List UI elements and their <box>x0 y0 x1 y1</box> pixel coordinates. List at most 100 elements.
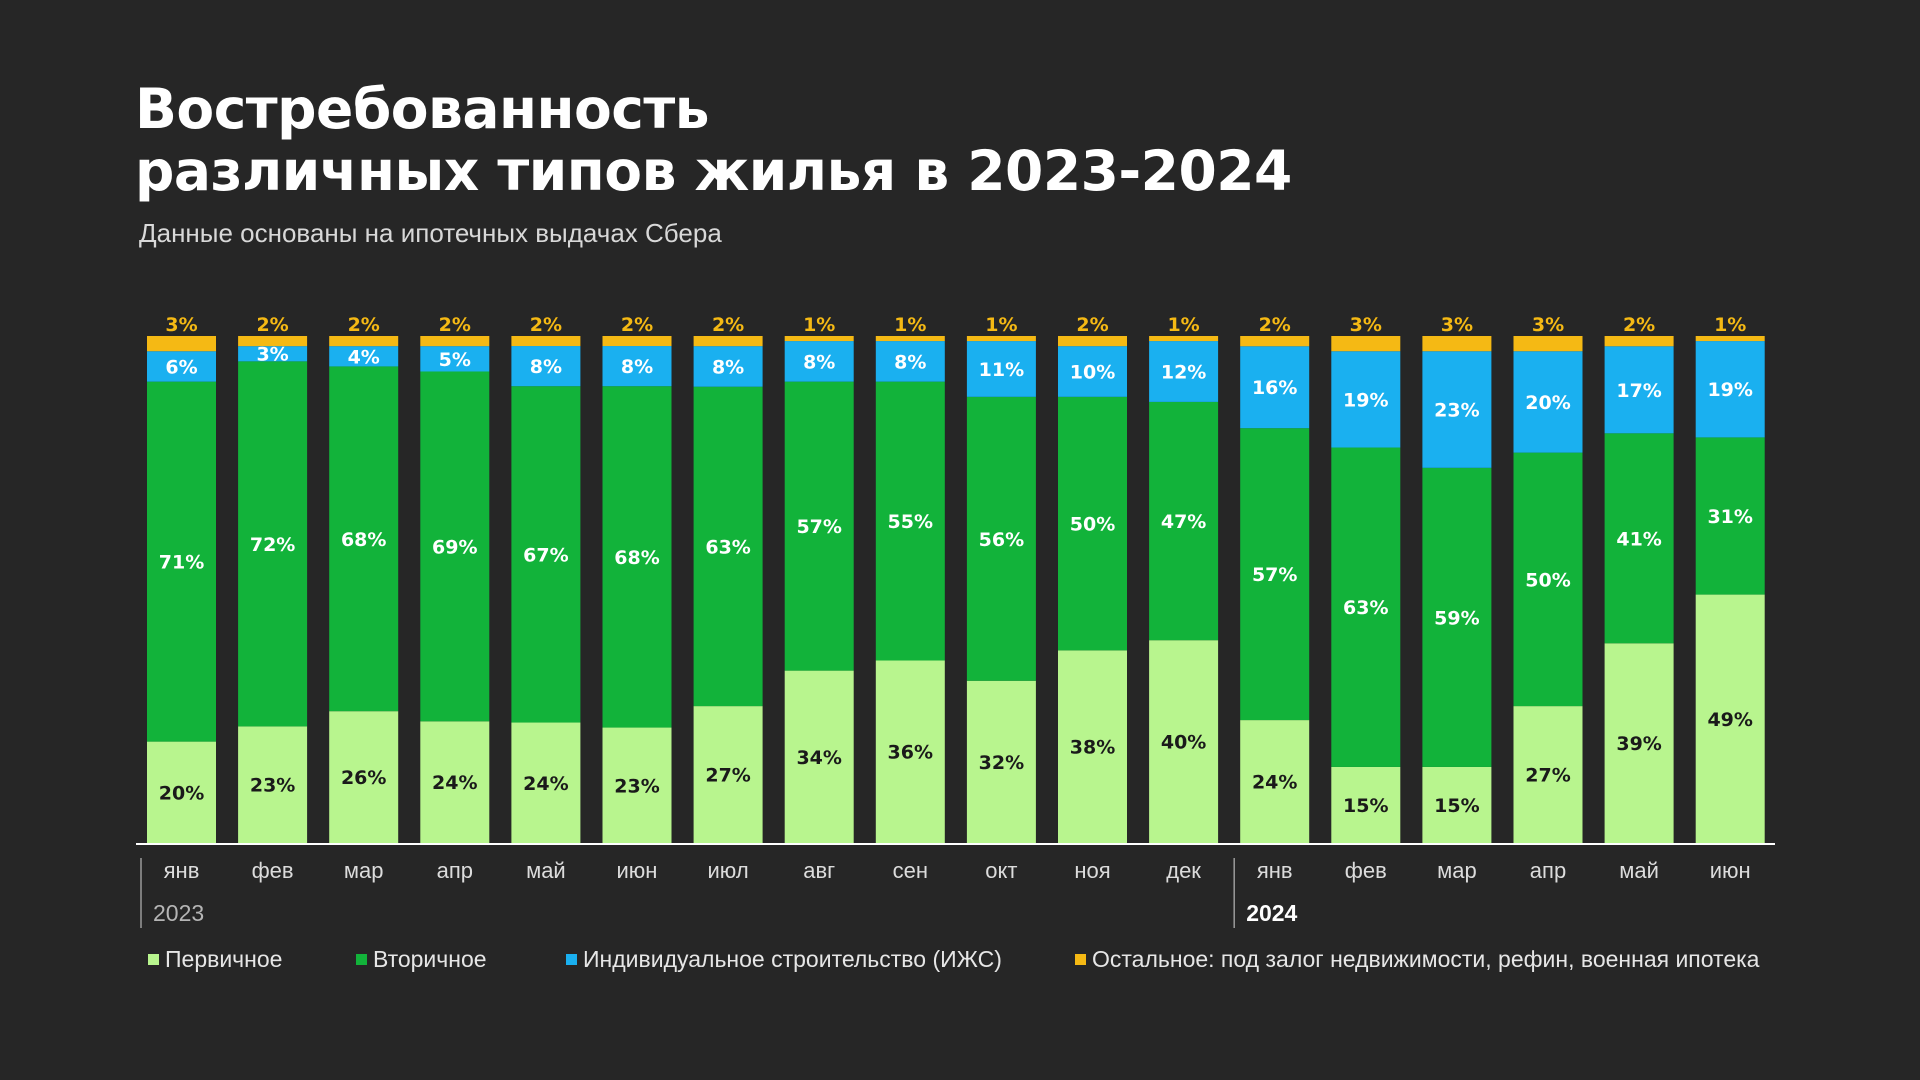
data-label-other: 2% <box>256 314 288 336</box>
bar-segment-secondary <box>1422 467 1492 767</box>
bar-segment-izhs <box>693 346 763 387</box>
legend-swatch-izhs <box>566 954 577 965</box>
bar-segment-secondary <box>511 386 581 723</box>
data-label-izhs: 8% <box>894 351 926 373</box>
data-label-primary: 24% <box>1252 772 1297 794</box>
bar-segment-izhs <box>147 351 216 382</box>
bar-segment-secondary <box>875 381 945 661</box>
bar-segment-izhs <box>1422 351 1492 468</box>
bar-segment-izhs <box>329 346 399 367</box>
bar-group: 15% 59% 23% 3% <box>1422 314 1492 843</box>
x-tick-label: окт <box>985 858 1017 883</box>
data-label-other: 3% <box>165 314 197 336</box>
bar-segment-primary <box>1149 640 1219 843</box>
bar-segment-other <box>1149 336 1219 342</box>
bar-group: 26% 68% 4% 2% <box>329 314 399 843</box>
data-label-izhs: 6% <box>165 356 197 378</box>
bar-segment-secondary <box>1331 447 1401 767</box>
data-label-secondary: 63% <box>1343 597 1388 619</box>
bar-group: 39% 41% 17% 2% <box>1604 314 1674 843</box>
bar-segment-izhs <box>511 346 581 387</box>
data-label-izhs: 16% <box>1252 377 1297 399</box>
data-label-secondary: 57% <box>796 516 841 538</box>
bar-segment-other <box>1695 336 1765 342</box>
x-tick-label: авг <box>803 858 835 883</box>
data-label-secondary: 68% <box>614 547 659 569</box>
data-label-izhs: 11% <box>979 359 1024 381</box>
data-label-izhs: 23% <box>1434 400 1479 422</box>
data-label-primary: 23% <box>614 775 659 797</box>
data-label-izhs: 10% <box>1070 361 1115 383</box>
data-label-other: 2% <box>1259 314 1291 336</box>
legend-label-secondary: Вторичное <box>373 946 487 972</box>
data-label-secondary: 41% <box>1616 528 1661 550</box>
data-label-primary: 24% <box>523 773 568 795</box>
data-label-other: 3% <box>1532 314 1564 336</box>
data-label-other: 3% <box>1441 314 1473 336</box>
data-label-other: 2% <box>712 314 744 336</box>
data-label-other: 2% <box>621 314 653 336</box>
bar-segment-secondary <box>966 396 1036 681</box>
bar-segment-other <box>1240 336 1310 347</box>
data-label-primary: 36% <box>888 742 933 764</box>
data-label-other: 1% <box>803 314 835 336</box>
data-label-secondary: 68% <box>341 529 386 551</box>
bar-segment-izhs <box>1604 346 1674 434</box>
data-label-izhs: 8% <box>530 356 562 378</box>
bar-segment-other <box>1422 336 1492 352</box>
data-label-secondary: 50% <box>1525 569 1570 591</box>
data-label-izhs: 19% <box>1343 389 1388 411</box>
bar-segment-other <box>238 336 308 347</box>
bar-segment-secondary <box>1240 428 1310 721</box>
bar-segment-izhs <box>1058 346 1127 397</box>
bar-group: 24% 57% 16% 2% <box>1240 314 1310 843</box>
legend-label-primary: Первичное <box>165 946 283 972</box>
x-tick-label: янв <box>164 858 200 883</box>
data-label-other: 2% <box>530 314 562 336</box>
bar-segment-other <box>602 336 672 347</box>
data-label-primary: 27% <box>705 765 750 787</box>
legend-swatch-primary <box>148 954 159 965</box>
data-label-primary: 15% <box>1343 795 1388 817</box>
data-label-primary: 49% <box>1707 709 1752 731</box>
bar-segment-primary <box>1695 594 1765 843</box>
bar-group: 32% 56% 11% 1% <box>966 314 1036 843</box>
bar-segment-primary <box>238 726 308 843</box>
data-label-izhs: 5% <box>439 349 471 371</box>
bar-segment-primary <box>1331 766 1401 843</box>
bar-segment-primary <box>875 660 945 843</box>
legend-swatch-secondary <box>356 954 367 965</box>
bar-segment-secondary <box>784 381 854 671</box>
data-label-other: 2% <box>439 314 471 336</box>
bar-segment-secondary <box>693 386 763 707</box>
bar-segment-primary <box>511 722 581 843</box>
data-label-primary: 15% <box>1434 795 1479 817</box>
bar-segment-izhs <box>1695 341 1765 438</box>
data-label-izhs: 8% <box>712 356 744 378</box>
bar-segment-izhs <box>238 346 308 362</box>
legend-item-primary: Первичное <box>148 946 282 973</box>
bar-segment-secondary <box>1695 437 1765 595</box>
bar-group: 24% 67% 8% 2% <box>511 314 581 843</box>
data-label-primary: 38% <box>1070 737 1115 759</box>
x-tick-label: июл <box>708 858 749 883</box>
legend-item-other: Остальное: под залог недвижимости, рефин… <box>1075 946 1759 973</box>
bar-segment-primary <box>1604 643 1674 843</box>
chart-title-line-1: Востребованность <box>135 77 710 141</box>
data-label-primary: 27% <box>1525 765 1570 787</box>
bar-segment-secondary <box>602 386 672 728</box>
bar-group: 36% 55% 8% 1% <box>875 314 945 843</box>
data-label-primary: 39% <box>1616 733 1661 755</box>
bar-segment-secondary <box>1604 433 1674 644</box>
year-label-2024: 2024 <box>1246 900 1297 926</box>
data-label-izhs: 12% <box>1161 361 1206 383</box>
data-label-izhs: 3% <box>256 344 288 366</box>
bar-segment-secondary <box>329 366 399 712</box>
data-label-secondary: 50% <box>1070 514 1115 536</box>
bar-segment-other <box>147 336 216 352</box>
bar-group: 23% 72% 3% 2% <box>238 314 308 843</box>
data-label-secondary: 55% <box>888 511 933 533</box>
data-label-other: 1% <box>894 314 926 336</box>
bar-segment-other <box>1331 336 1401 352</box>
x-tick-label: май <box>1619 858 1659 883</box>
